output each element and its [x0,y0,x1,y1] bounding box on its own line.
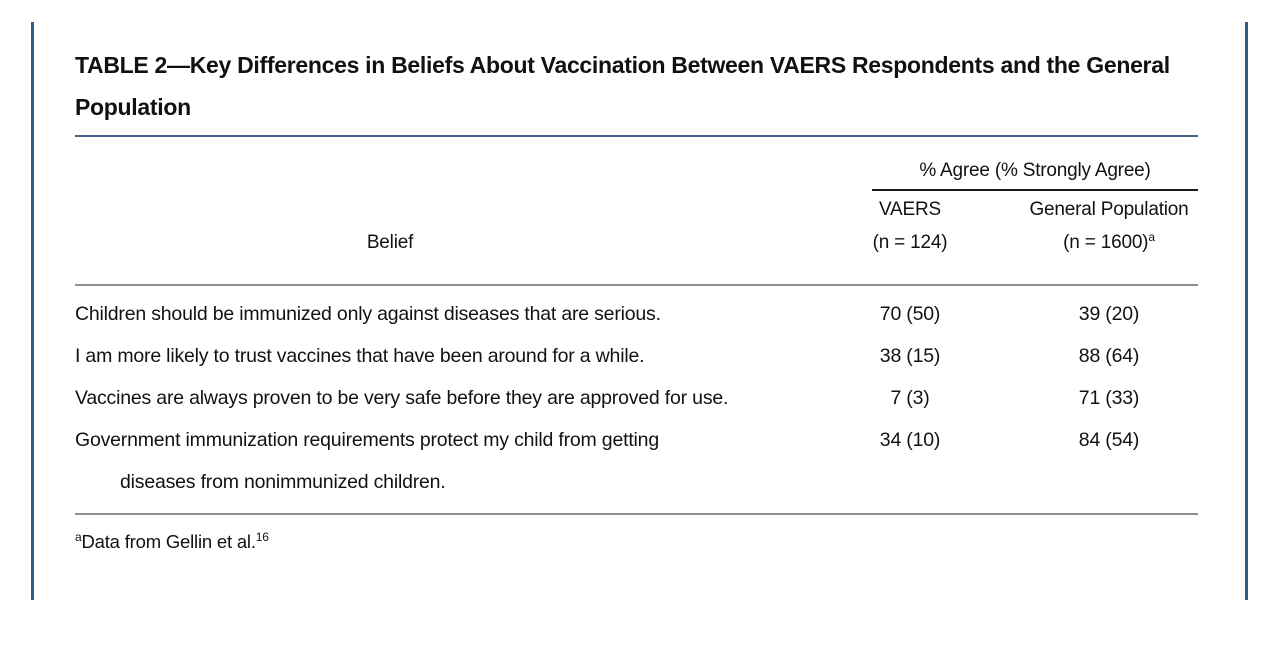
vaers-column-header: VAERS (n = 124) [845,193,975,259]
vaers-value: 70 (50) [879,303,941,325]
belief-cell: Government immunization requirements pro… [75,419,845,503]
footnote-marker: a [75,530,82,544]
belief-column-header: Belief [366,232,414,253]
genpop-header-footnote-marker: a [1148,230,1155,244]
vaers-header-line2: (n = 124) [872,232,948,253]
belief-text: Vaccines are always proven to be very sa… [75,387,729,409]
genpop-header-line1: General Population [1029,199,1189,220]
table-body: Children should be immunized only agains… [75,293,1198,503]
genpop-header-line2-text: (n = 1600) [1063,232,1149,253]
title-rule [75,135,1198,137]
table-content: TABLE 2—Key Differences in Beliefs About… [75,0,1198,556]
footer-rule [75,513,1198,515]
genpop-value: 71 (33) [1078,387,1140,409]
genpop-value: 39 (20) [1078,303,1140,325]
vaers-value: 34 (10) [879,429,941,451]
vaers-header-line1: VAERS [878,199,941,220]
table-title: TABLE 2—Key Differences in Beliefs About… [75,52,1170,120]
vaers-value: 7 (3) [890,387,930,409]
footnote-reference-number: 16 [255,530,269,544]
genpop-value: 84 (54) [1078,429,1140,451]
belief-cell: I am more likely to trust vaccines that … [75,335,845,377]
belief-text-line2: diseases from nonimmunized children. [120,471,446,493]
table-row: Children should be immunized only agains… [75,293,1198,335]
genpop-value: 88 (64) [1078,345,1140,367]
belief-text: I am more likely to trust vaccines that … [75,345,645,367]
vaers-value: 38 (15) [879,345,941,367]
table-row: Vaccines are always proven to be very sa… [75,377,1198,419]
header-rule [75,284,1198,286]
spanner-rule [872,189,1198,191]
table-row: I am more likely to trust vaccines that … [75,335,1198,377]
genpop-header-line2: (n = 1600)a [1020,226,1198,259]
belief-text: Children should be immunized only agains… [75,303,661,325]
belief-cell: Children should be immunized only agains… [75,293,845,335]
genpop-column-header: General Population (n = 1600)a [975,193,1198,259]
left-accent-bar [31,22,34,600]
footnote-text: Data from Gellin et al. [81,531,256,552]
column-spanner: % Agree (% Strongly Agree) [872,153,1198,191]
belief-cell: Vaccines are always proven to be very sa… [75,377,845,419]
table-row: Government immunization requirements pro… [75,419,1198,503]
right-accent-bar [1245,22,1248,600]
belief-text: Government immunization requirements pro… [75,429,659,451]
table-footnote: aData from Gellin et al.16 [75,528,1198,556]
column-headers-row: Belief VAERS (n = 124) General Populatio… [75,193,1198,259]
spanner-label: % Agree (% Strongly Agree) [919,160,1151,181]
